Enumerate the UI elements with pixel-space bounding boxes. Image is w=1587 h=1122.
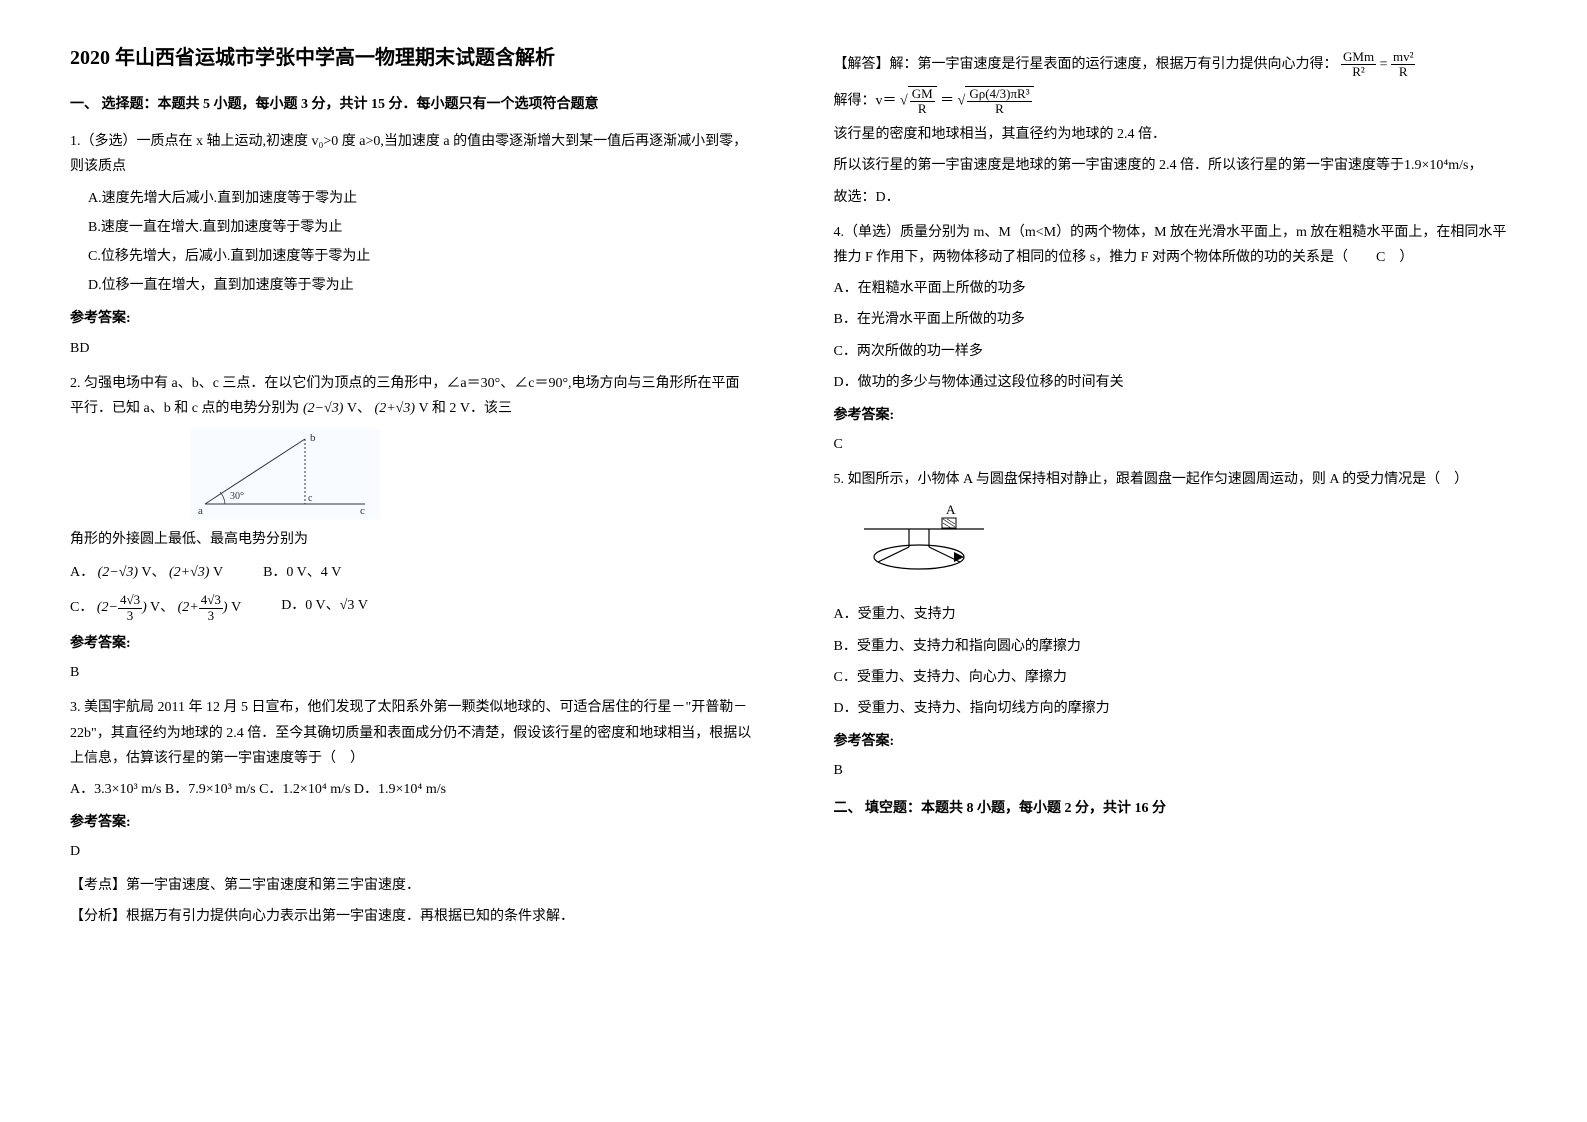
q2-a-expr1: (2−√3) xyxy=(98,565,138,580)
q3-kaodian: 【考点】第一宇宙速度、第二宇宙速度和第三宇宙速度． xyxy=(70,873,754,898)
q3-sqrt2: √ xyxy=(958,93,966,108)
q2-c-suf: V xyxy=(231,600,241,615)
q1-opt-c: C.位移先增大，后减小.直到加速度等于零为止 xyxy=(88,244,754,269)
q2-stem-part3: V 和 2 V．该三 xyxy=(419,401,512,416)
q2-c-expr2b: ) xyxy=(223,600,228,615)
q1-opt-b: B.速度一直在增大.直到加速度等于零为止 xyxy=(88,215,754,240)
question-3-continued: 【解答】解：第一宇宙速度是行星表面的运行速度，根据万有引力提供向心力得： GMm… xyxy=(834,50,1518,210)
q4-opt-a: A．在粗糙水平面上所做的功多 xyxy=(834,276,1518,301)
q2-expr-2: (2+√3) xyxy=(375,401,415,416)
section-2-heading: 二、 填空题：本题共 8 小题，每小题 2 分，共计 16 分 xyxy=(834,796,1518,821)
q3-fenxi: 【分析】根据万有引力提供向心力表示出第一宇宙速度．再根据已知的条件求解． xyxy=(70,904,754,929)
q2-opt-a: A． (2−√3) V、 (2+√3) V xyxy=(70,560,223,585)
triangle-diagram: a 30° b c c xyxy=(190,429,380,519)
svg-text:a: a xyxy=(198,505,203,517)
q5-answer-label: 参考答案: xyxy=(834,729,1518,754)
svg-text:A: A xyxy=(946,502,956,517)
svg-text:c: c xyxy=(360,505,365,517)
q2-stem-part2: V、 xyxy=(347,401,371,416)
q1-opt-d: D.位移一直在增大，直到加速度等于零为止 xyxy=(88,273,754,298)
svg-text:c: c xyxy=(308,493,313,504)
q3-sol2: 解得：v＝ √GMR ＝ √Gρ(4/3)πR³R xyxy=(834,86,1518,117)
q3-sol2-pre: 解得：v＝ xyxy=(834,93,897,108)
q4-answer: C xyxy=(834,432,1518,457)
q2-c-expr1: (2− xyxy=(97,600,118,615)
question-5: 5. 如图所示，小物体 A 与圆盘保持相对静止，跟着圆盘一起作匀速圆周运动，则 … xyxy=(834,467,1518,783)
q2-stem: 2. 匀强电场中有 a、b、c 三点．在以它们为顶点的三角形中，∠a＝30°、∠… xyxy=(70,371,754,421)
q3-sol4: 所以该行星的第一宇宙速度是地球的第一宇宙速度的 2.4 倍．所以该行星的第一宇宙… xyxy=(834,153,1518,178)
q4-opt-d: D．做功的多少与物体通过这段位移的时间有关 xyxy=(834,370,1518,395)
section-1-heading: 一、 选择题：本题共 5 小题，每小题 3 分，共计 15 分．每小题只有一个选… xyxy=(70,92,754,117)
q3-sol1-text: 【解答】解：第一宇宙速度是行星表面的运行速度，根据万有引力提供向心力得： xyxy=(834,57,1338,72)
doc-title: 2020 年山西省运城市学张中学高一物理期末试题含解析 xyxy=(70,40,754,76)
q2-a-suf: V xyxy=(213,565,223,580)
q5-stem: 5. 如图所示，小物体 A 与圆盘保持相对静止，跟着圆盘一起作匀速圆周运动，则 … xyxy=(834,467,1518,492)
q4-opt-b: B．在光滑水平面上所做的功多 xyxy=(834,307,1518,332)
q4-answer-label: 参考答案: xyxy=(834,403,1518,428)
q2-stem-part4: 角形的外接圆上最低、最高电势分别为 xyxy=(70,527,754,552)
q2-expr-1: (2−√3) xyxy=(303,401,343,416)
q4-opt-c: C．两次所做的功一样多 xyxy=(834,339,1518,364)
q5-opt-b: B．受重力、支持力和指向圆心的摩擦力 xyxy=(834,634,1518,659)
q3-answer-label: 参考答案: xyxy=(70,810,754,835)
q2-a-mid: V、 xyxy=(141,565,165,580)
q2-c-mid: V、 xyxy=(150,600,174,615)
q1-answer: BD xyxy=(70,336,754,361)
q2-c-frac2: 4√33 xyxy=(199,593,223,623)
q2-a-expr2: (2+√3) xyxy=(169,565,209,580)
q3-stem: 3. 美国宇航局 2011 年 12 月 5 日宣布，他们发现了太阳系外第一颗类… xyxy=(70,695,754,771)
q5-answer: B xyxy=(834,758,1518,783)
q2-a-pre: A． xyxy=(70,565,94,580)
q3-sol2-eq: ＝ xyxy=(940,93,954,108)
q2-c-expr1b: ) xyxy=(142,600,147,615)
q2-answer: B xyxy=(70,660,754,685)
q3-sqrt2-frac: Gρ(4/3)πR³R xyxy=(965,86,1033,117)
q2-c-expr2: (2+ xyxy=(178,600,199,615)
question-1: 1.（多选）一质点在 x 轴上运动,初速度 v₀>0 度 a>0,当加速度 a … xyxy=(70,129,754,361)
q2-opt-b: B．0 V、4 V xyxy=(263,560,341,585)
q2-c-pre: C． xyxy=(70,600,93,615)
svg-text:b: b xyxy=(310,432,316,444)
left-column: 2020 年山西省运城市学张中学高一物理期末试题含解析 一、 选择题：本题共 5… xyxy=(30,40,794,1082)
svg-text:30°: 30° xyxy=(230,491,244,502)
question-3: 3. 美国宇航局 2011 年 12 月 5 日宣布，他们发现了太阳系外第一颗类… xyxy=(70,695,754,929)
q3-sol1: 【解答】解：第一宇宙速度是行星表面的运行速度，根据万有引力提供向心力得： GMm… xyxy=(834,50,1518,80)
q2-opts-row2: C． (2−4√33) V、 (2+4√33) V D．0 V、√3 V xyxy=(70,593,754,623)
q5-opt-c: C．受重力、支持力、向心力、摩擦力 xyxy=(834,665,1518,690)
q1-opt-a: A.速度先增大后减小.直到加速度等于零为止 xyxy=(88,186,754,211)
disc-diagram: A xyxy=(854,502,994,592)
q3-eq-frac1: GMmR² xyxy=(1341,50,1376,80)
q2-opt-c: C． (2−4√33) V、 (2+4√33) V xyxy=(70,593,241,623)
q3-sqrt1: √ xyxy=(900,93,908,108)
question-4: 4.（单选）质量分别为 m、M（m<M）的两个物体，M 放在光滑水平面上，m 放… xyxy=(834,220,1518,458)
q5-opt-a: A．受重力、支持力 xyxy=(834,602,1518,627)
q5-opt-d: D．受重力、支持力、指向切线方向的摩擦力 xyxy=(834,696,1518,721)
q2-answer-label: 参考答案: xyxy=(70,631,754,656)
q3-answer: D xyxy=(70,839,754,864)
q3-opts: A．3.3×10³ m/s B．7.9×10³ m/s C．1.2×10⁴ m/… xyxy=(70,777,754,802)
q3-eq-frac2: mv²R xyxy=(1391,50,1416,80)
question-2: 2. 匀强电场中有 a、b、c 三点．在以它们为顶点的三角形中，∠a＝30°、∠… xyxy=(70,371,754,686)
q2-opts-row1: A． (2−√3) V、 (2+√3) V B．0 V、4 V xyxy=(70,560,754,585)
q3-sol5: 故选：D． xyxy=(834,185,1518,210)
q3-sol3: 该行星的密度和地球相当，其直径约为地球的 2.4 倍． xyxy=(834,122,1518,147)
q1-stem: 1.（多选）一质点在 x 轴上运动,初速度 v₀>0 度 a>0,当加速度 a … xyxy=(70,129,754,179)
q3-eq-equals: = xyxy=(1380,57,1388,72)
q4-stem: 4.（单选）质量分别为 m、M（m<M）的两个物体，M 放在光滑水平面上，m 放… xyxy=(834,220,1518,270)
right-column: 【解答】解：第一宇宙速度是行星表面的运行速度，根据万有引力提供向心力得： GMm… xyxy=(794,40,1558,1082)
q2-c-frac1: 4√33 xyxy=(118,593,142,623)
q3-sqrt1-frac: GMR xyxy=(908,86,937,117)
q1-answer-label: 参考答案: xyxy=(70,306,754,331)
q2-opt-d: D．0 V、√3 V xyxy=(281,593,368,623)
